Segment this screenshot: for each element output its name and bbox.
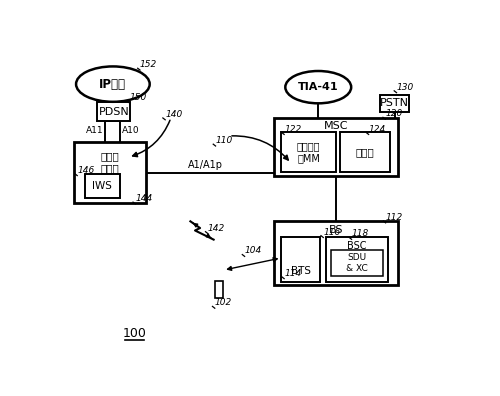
Text: 116: 116 — [324, 228, 340, 236]
Bar — [282, 132, 336, 172]
Text: A11: A11 — [86, 126, 103, 135]
Text: 100: 100 — [122, 327, 146, 340]
Text: IP网络: IP网络 — [100, 78, 126, 91]
Text: IWS: IWS — [92, 181, 112, 191]
Text: 分组数
据节点: 分组数 据节点 — [100, 151, 119, 173]
Text: PDSN: PDSN — [98, 107, 129, 116]
Text: 152: 152 — [140, 60, 157, 69]
Text: PSTN: PSTN — [380, 98, 410, 108]
Bar — [274, 118, 398, 175]
Text: 122: 122 — [284, 124, 302, 133]
Bar — [74, 142, 146, 203]
Text: 交换机: 交换机 — [356, 147, 374, 157]
Text: 呼叫控制
，MM: 呼叫控制 ，MM — [297, 141, 320, 163]
Text: BSC: BSC — [347, 241, 367, 251]
Bar — [340, 132, 390, 172]
Text: 150: 150 — [129, 93, 146, 102]
Bar — [330, 250, 384, 276]
Text: 114: 114 — [284, 269, 302, 278]
Bar — [215, 281, 222, 297]
Bar — [282, 238, 320, 282]
Text: 120: 120 — [386, 109, 402, 118]
Text: A1/A1p: A1/A1p — [188, 160, 224, 170]
Text: 110: 110 — [216, 136, 233, 145]
Text: 146: 146 — [77, 166, 94, 175]
Text: 104: 104 — [244, 246, 262, 255]
Ellipse shape — [286, 71, 351, 103]
Text: 144: 144 — [136, 194, 152, 203]
Text: 102: 102 — [215, 298, 232, 307]
Text: 140: 140 — [165, 110, 182, 119]
Bar — [85, 174, 120, 198]
Bar — [326, 238, 388, 282]
Text: BTS: BTS — [291, 266, 311, 276]
Text: 118: 118 — [352, 229, 369, 238]
Ellipse shape — [76, 67, 150, 102]
Text: A10: A10 — [122, 126, 140, 135]
Bar — [274, 221, 398, 286]
Text: SDU
& XC: SDU & XC — [346, 253, 368, 272]
Text: 142: 142 — [208, 224, 225, 232]
Text: 130: 130 — [396, 83, 414, 92]
Text: MSC: MSC — [324, 121, 348, 131]
Text: 112: 112 — [386, 213, 403, 222]
Bar — [98, 103, 130, 121]
Text: 124: 124 — [368, 124, 386, 133]
Text: BS: BS — [328, 225, 343, 235]
Bar — [380, 95, 410, 112]
Text: TIA-41: TIA-41 — [298, 82, 339, 92]
